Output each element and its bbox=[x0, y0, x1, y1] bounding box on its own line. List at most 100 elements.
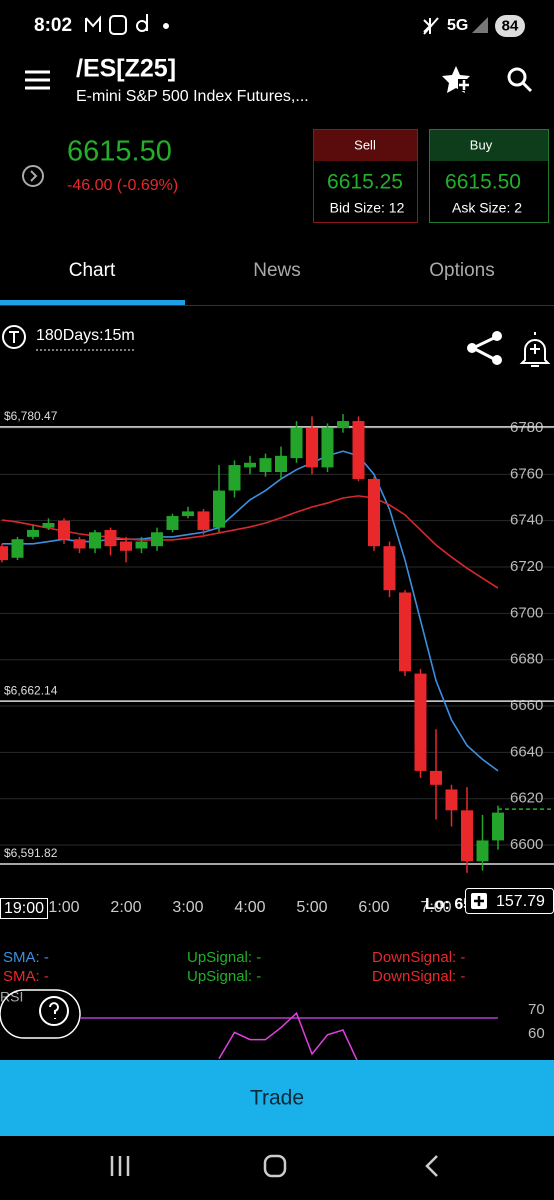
candle-body bbox=[58, 520, 70, 540]
buy-price: 6615.50 bbox=[445, 171, 521, 194]
candle-body bbox=[337, 421, 349, 428]
battery-pill bbox=[495, 15, 525, 37]
x-tick-label: 3:00 bbox=[172, 899, 203, 916]
sell-box[interactable]: Sell 6615.25 Bid Size: 12 bbox=[313, 129, 418, 223]
crosshair-box bbox=[0, 898, 48, 919]
y-tick-label: 6720 bbox=[510, 558, 543, 575]
candle-body bbox=[151, 532, 163, 547]
search-icon[interactable] bbox=[507, 67, 533, 93]
share-icon[interactable] bbox=[467, 331, 502, 365]
tab-indicator bbox=[0, 300, 185, 305]
legend-entry: SMA: - bbox=[3, 949, 49, 966]
expand-icon[interactable] bbox=[22, 165, 44, 187]
candle-body bbox=[275, 455, 287, 473]
y-tick-label: 6740 bbox=[510, 512, 543, 529]
candle-body bbox=[73, 539, 86, 549]
candle-body bbox=[11, 539, 24, 558]
x-tick-label: 7:00 bbox=[420, 899, 451, 916]
legend-entry: UpSignal: - bbox=[187, 968, 261, 985]
status-icons bbox=[85, 14, 439, 35]
legend-entry: SMA: - bbox=[3, 968, 49, 985]
rsi-label: RSI bbox=[0, 989, 23, 1005]
candle-body bbox=[244, 462, 256, 468]
candle-body bbox=[120, 541, 132, 551]
candle-body bbox=[445, 789, 458, 811]
rsi-tick-label: 70 bbox=[528, 1001, 545, 1018]
help-icon bbox=[39, 996, 69, 1026]
drawing-tool-icon[interactable] bbox=[2, 325, 26, 349]
candle-body bbox=[306, 428, 318, 468]
candle-body bbox=[213, 490, 225, 528]
candle-body bbox=[42, 522, 55, 528]
badge-value: 157.79 bbox=[496, 893, 545, 910]
y-tick-label: 6680 bbox=[510, 651, 543, 668]
candle-body bbox=[166, 516, 179, 530]
bid-size: Bid Size: 12 bbox=[330, 200, 405, 216]
legend-entry: DownSignal: - bbox=[372, 949, 465, 966]
trade-label[interactable]: Trade bbox=[250, 1087, 304, 1110]
signal-icon bbox=[472, 17, 488, 33]
tab[interactable]: Chart bbox=[69, 260, 116, 281]
candle-body bbox=[89, 532, 101, 549]
tab[interactable]: Options bbox=[429, 260, 494, 281]
y-tick-label: 6600 bbox=[510, 836, 543, 853]
y-tick-label: 6620 bbox=[510, 790, 543, 807]
candle-body bbox=[414, 673, 427, 771]
legend-entry: DownSignal: - bbox=[372, 968, 465, 985]
candle-body bbox=[352, 421, 365, 479]
status-battery: 84 bbox=[502, 17, 519, 34]
chart: 6780676067406720670066806660664066206600… bbox=[0, 409, 554, 1064]
candle-body bbox=[321, 428, 334, 468]
candle-body bbox=[461, 810, 473, 862]
description: E-mini S&P 500 Index Futures,... bbox=[76, 88, 309, 105]
symbol: /ES[Z25] bbox=[76, 55, 176, 83]
x-tick-label: 2:00 bbox=[110, 899, 141, 916]
alert-icon[interactable] bbox=[519, 332, 551, 367]
buy-box[interactable]: Buy 6615.50 Ask Size: 2 bbox=[429, 129, 549, 223]
price-line-label: $6,591.82 bbox=[4, 846, 58, 860]
ask-size: Ask Size: 2 bbox=[452, 200, 522, 216]
candle-body bbox=[228, 465, 241, 491]
candle-body bbox=[290, 428, 303, 459]
price-line-label: $6,780.47 bbox=[4, 409, 58, 423]
sell-label: Sell bbox=[354, 137, 376, 152]
badge-plus bbox=[474, 896, 484, 906]
x-tick-label: 1:00 bbox=[48, 899, 79, 916]
candle-body bbox=[0, 546, 8, 561]
candle-body bbox=[135, 541, 148, 549]
sma-line bbox=[1, 495, 499, 589]
candle-body bbox=[399, 592, 411, 672]
trade-button[interactable] bbox=[0, 1060, 554, 1136]
candle-body bbox=[197, 511, 210, 530]
y-tick-label: 6700 bbox=[510, 604, 543, 621]
low-label: Lo: 65 bbox=[425, 896, 472, 913]
rsi-line bbox=[218, 1011, 360, 1064]
buy-label: Buy bbox=[470, 137, 493, 152]
status-network: 5G bbox=[447, 17, 468, 34]
chart-settings[interactable]: 180Days:15m bbox=[36, 327, 135, 344]
y-tick-label: 6660 bbox=[510, 697, 543, 714]
candle-body bbox=[476, 840, 489, 862]
y-tick-label: 6640 bbox=[510, 743, 543, 760]
candle-body bbox=[383, 546, 396, 591]
candle-body bbox=[368, 478, 380, 547]
x-tick-label: 4:00 bbox=[234, 899, 265, 916]
last-price: 6615.50 bbox=[67, 136, 172, 168]
menu-icon[interactable] bbox=[25, 70, 50, 90]
candle-body bbox=[182, 511, 194, 517]
status-time: 8:02 bbox=[34, 15, 72, 36]
tab[interactable]: News bbox=[253, 260, 301, 281]
sell-price: 6615.25 bbox=[327, 171, 403, 194]
divider bbox=[0, 305, 554, 306]
price-line-label: $6,662.14 bbox=[4, 683, 58, 697]
candle-body bbox=[27, 529, 39, 537]
candle-body bbox=[492, 812, 504, 841]
candle-body bbox=[430, 770, 442, 785]
rsi-tick-label: 60 bbox=[528, 1025, 545, 1042]
candle-body bbox=[104, 529, 117, 547]
x-tick-label: 5:00 bbox=[296, 899, 327, 916]
legend-entry: UpSignal: - bbox=[187, 949, 261, 966]
watchlist-icon[interactable] bbox=[442, 66, 470, 93]
nav-icons[interactable] bbox=[110, 1154, 438, 1178]
